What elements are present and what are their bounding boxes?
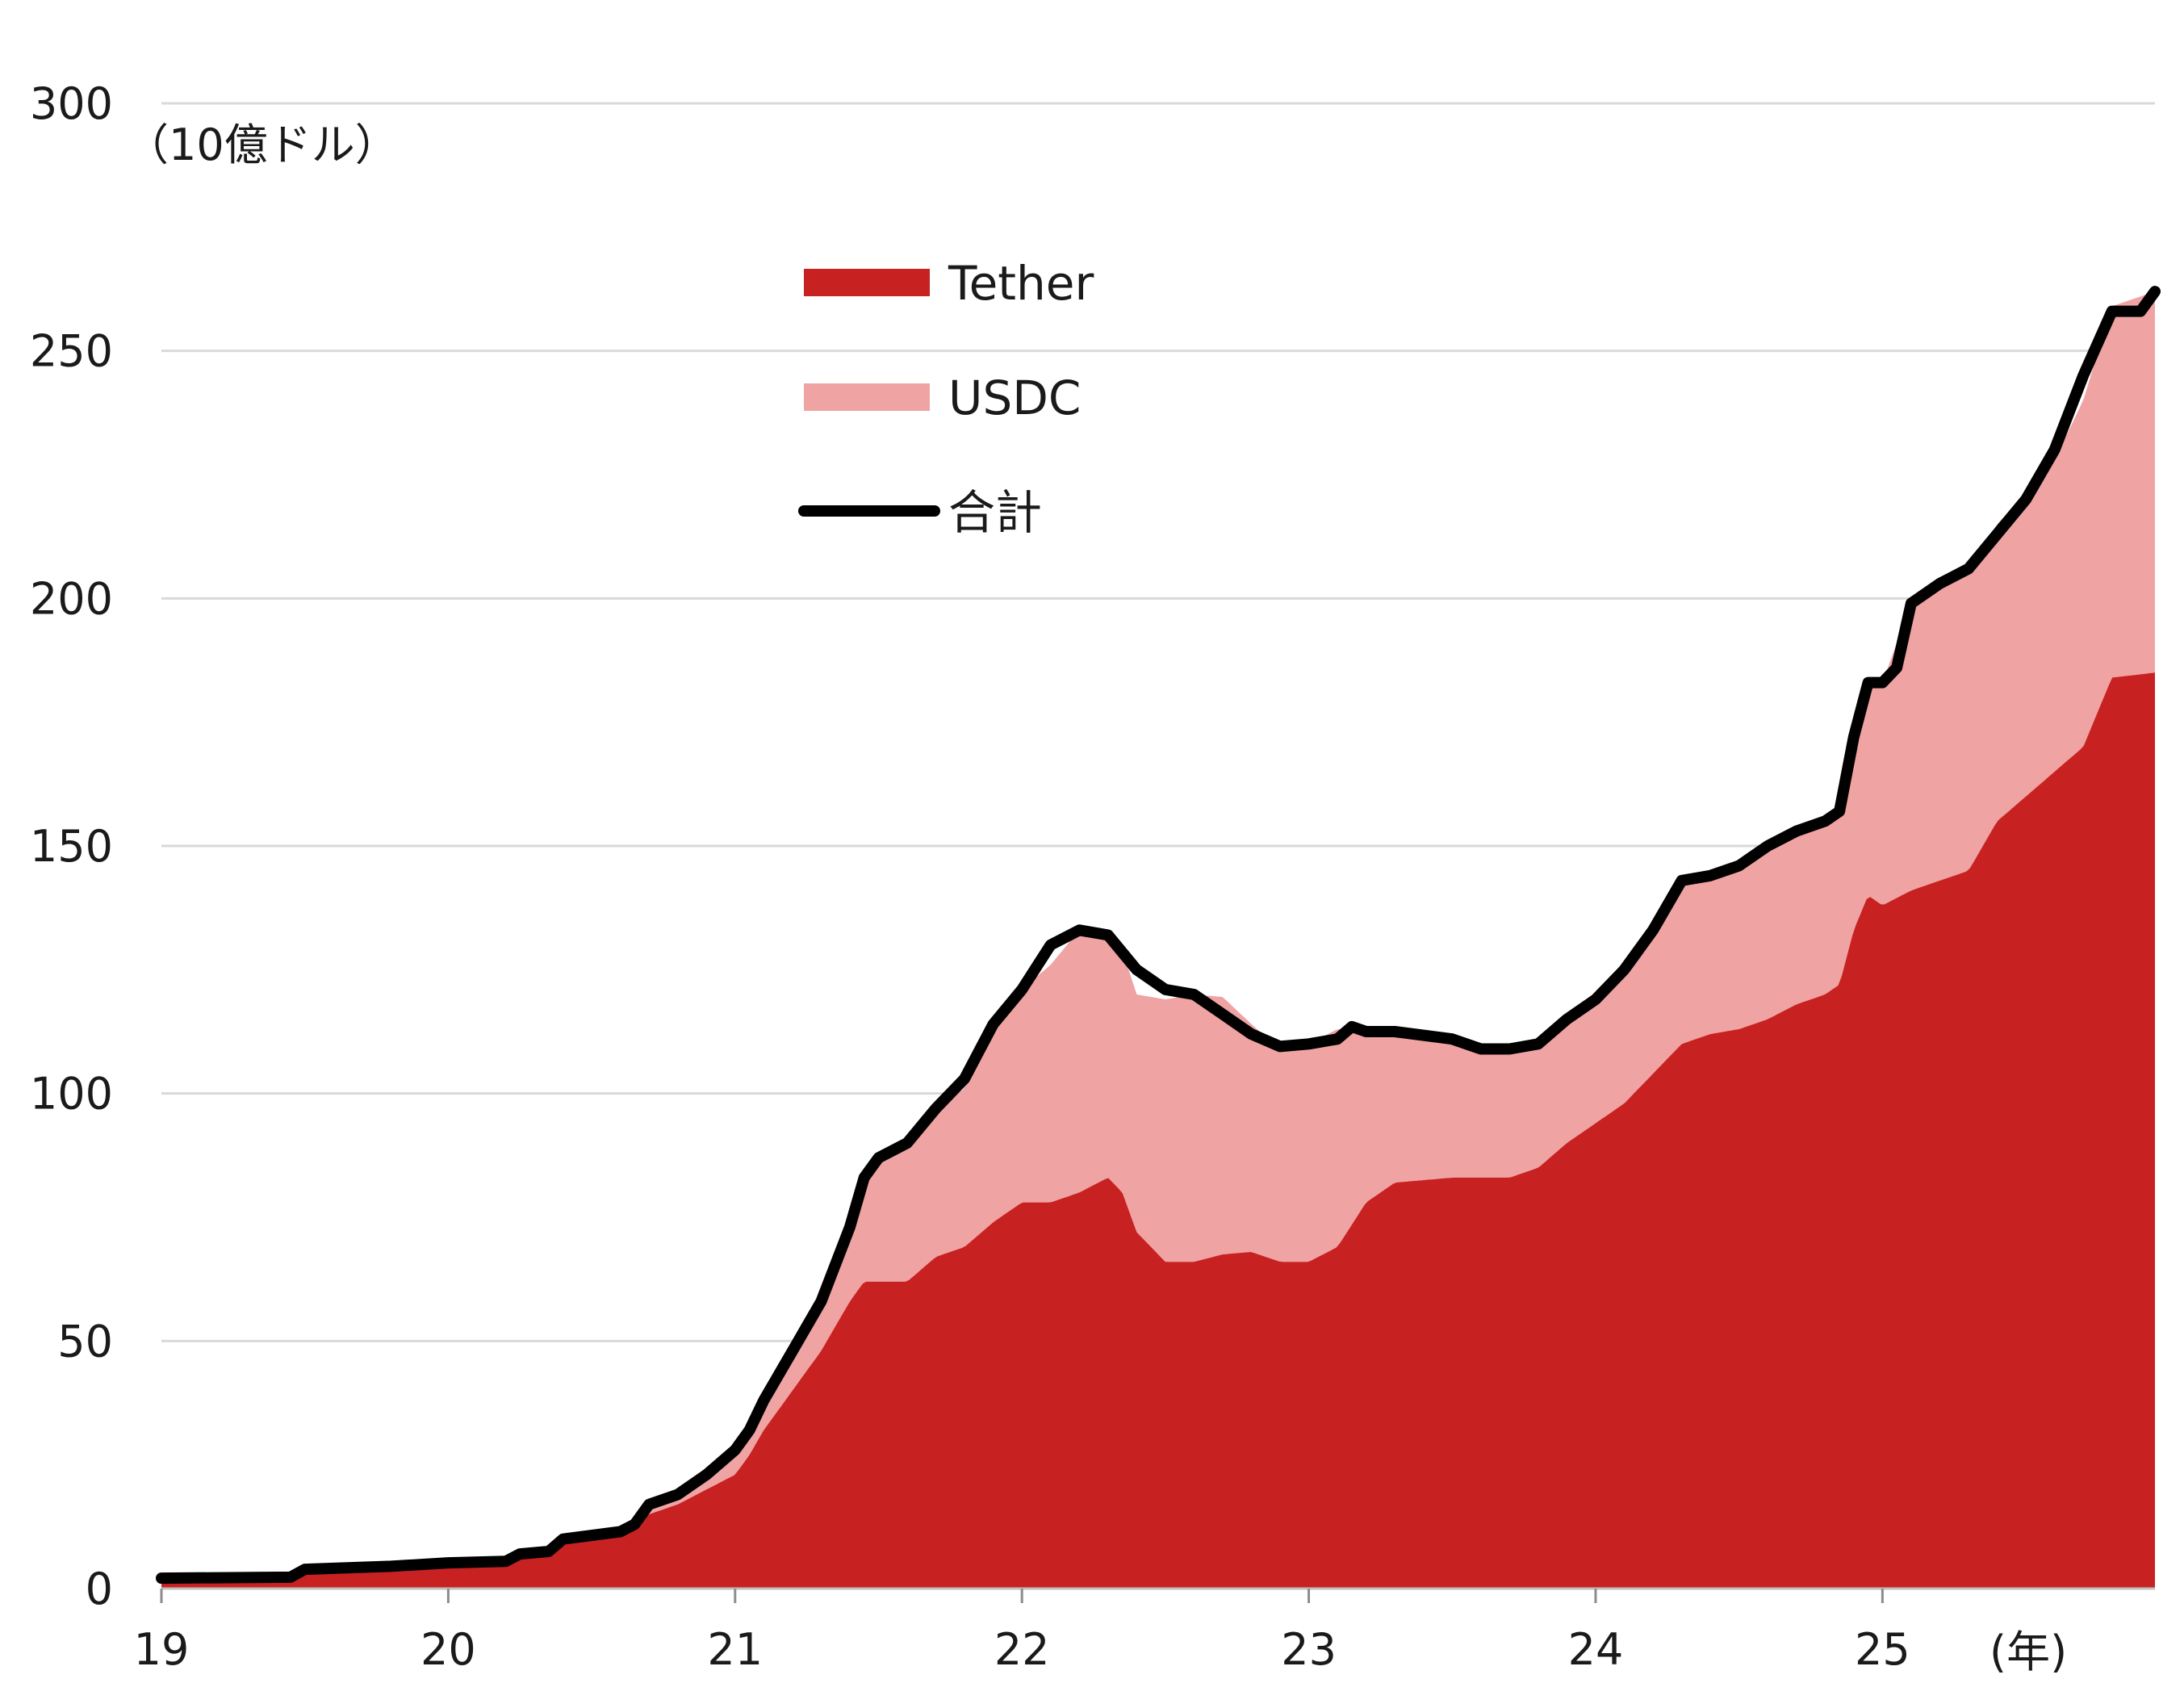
legend-tether-swatch	[804, 269, 930, 296]
legend-tether-label: Tether	[948, 256, 1094, 311]
y-tick-label-100: 100	[30, 1069, 113, 1120]
x-tick-label-20: 20	[420, 1624, 476, 1675]
x-axis-unit-label: (年)	[1989, 1627, 2067, 1677]
legend-usdc-swatch	[804, 383, 930, 411]
total-line-layer	[156, 286, 2161, 1585]
x-tick-label-25: 25	[1855, 1624, 1910, 1675]
legend: Tether USDC 合計	[798, 256, 1094, 540]
usdc-area	[161, 291, 2155, 1580]
axes	[160, 1587, 2155, 1603]
stacked-areas	[161, 291, 2155, 1589]
x-tick-label-23: 23	[1281, 1624, 1337, 1675]
y-tick-label-300: 300	[30, 78, 113, 129]
y-tick-label-200: 200	[30, 573, 113, 624]
legend-total-label: 合計	[948, 485, 1042, 540]
y-tick-label-250: 250	[30, 326, 113, 377]
tick-labels: 0 50 100 150 200 250 300 19 20 21 22 23 24 25	[30, 78, 1910, 1675]
tether-area	[161, 672, 2155, 1589]
x-tick-label-24: 24	[1568, 1624, 1624, 1675]
x-tick-label-21: 21	[707, 1624, 763, 1675]
total-line	[156, 286, 2161, 1585]
y-tick-label-50: 50	[57, 1316, 113, 1367]
y-tick-label-150: 150	[30, 821, 113, 872]
x-tick-label-19: 19	[134, 1624, 190, 1675]
y-axis-unit-label: （10億ドル）	[125, 119, 399, 170]
y-tick-label-0: 0	[86, 1564, 113, 1614]
legend-usdc-label: USDC	[948, 371, 1081, 425]
x-tick-label-22: 22	[994, 1624, 1050, 1675]
